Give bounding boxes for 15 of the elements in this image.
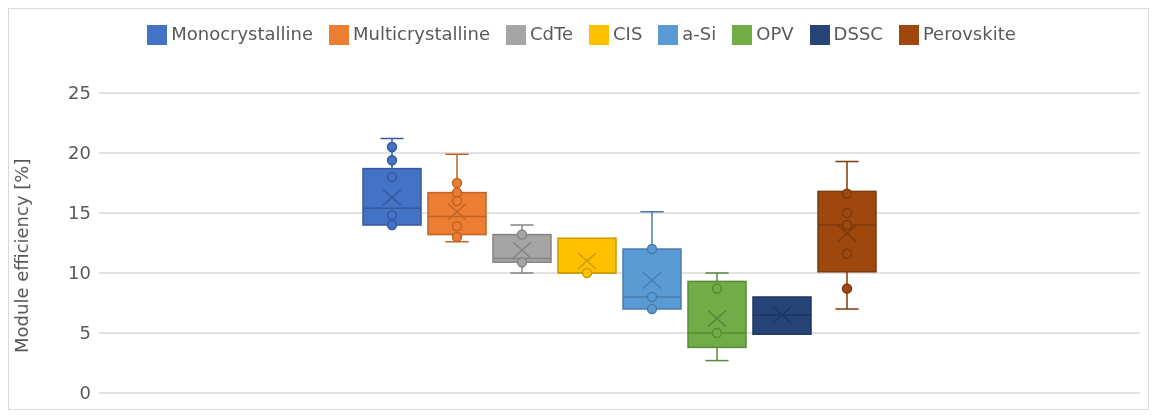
y-tick-label: 20	[68, 142, 91, 164]
y-tick-label: 25	[68, 82, 91, 104]
y-tick-label: 5	[79, 322, 91, 344]
legend-label: a-Si	[682, 23, 717, 44]
legend-label: Perovskite	[922, 23, 1016, 44]
y-tick-label: 10	[68, 262, 91, 284]
legend-label: DSSC	[833, 23, 883, 44]
legend-label: Monocrystalline	[171, 23, 314, 44]
y-tick-label: 0	[79, 382, 91, 404]
legend-label: OPV	[756, 23, 794, 44]
legend-label: CIS	[613, 23, 643, 44]
y-tick-label: 15	[68, 202, 91, 224]
legend-label: CdTe	[529, 23, 573, 44]
legend-label: Multicrystalline	[353, 23, 490, 44]
y-axis-title: Module efficiency [%]	[11, 158, 33, 353]
